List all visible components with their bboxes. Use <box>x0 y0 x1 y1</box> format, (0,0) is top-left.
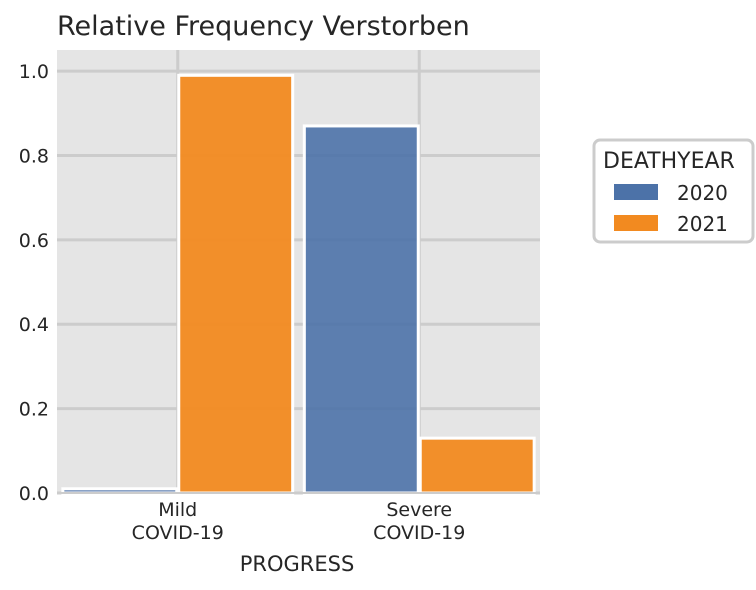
y-tick-label: 0.2 <box>19 399 49 421</box>
y-tick-label: 0.6 <box>19 230 49 252</box>
x-tick-label: Mild COVID-19 <box>132 499 224 544</box>
bar-2021 <box>418 436 536 495</box>
y-tick-label: 0.8 <box>19 145 49 167</box>
y-tick-label: 0.0 <box>19 483 49 505</box>
legend[interactable]: DEATHYEAR 2020 2021 <box>592 138 755 244</box>
legend-label: 2021 <box>677 212 728 236</box>
legend-swatch-2021 <box>614 215 658 231</box>
bar-2021 <box>177 73 295 495</box>
bar-2020 <box>302 124 420 495</box>
chart-title: Relative Frequency Verstorben <box>57 11 470 42</box>
legend-title: DEATHYEAR <box>603 149 735 174</box>
legend-label: 2020 <box>677 181 728 205</box>
x-axis: Mild COVID-19 Severe COVID-19 <box>132 499 466 544</box>
x-tick-label: Severe COVID-19 <box>373 499 465 544</box>
legend-swatch-2020 <box>614 184 658 200</box>
y-tick-label: 1.0 <box>19 61 49 83</box>
y-tick-label: 0.4 <box>19 314 49 336</box>
y-axis: 0.0 0.2 0.4 0.6 0.8 1.0 <box>19 61 49 505</box>
x-axis-title: PROGRESS <box>240 552 355 576</box>
plot-background <box>57 50 540 493</box>
